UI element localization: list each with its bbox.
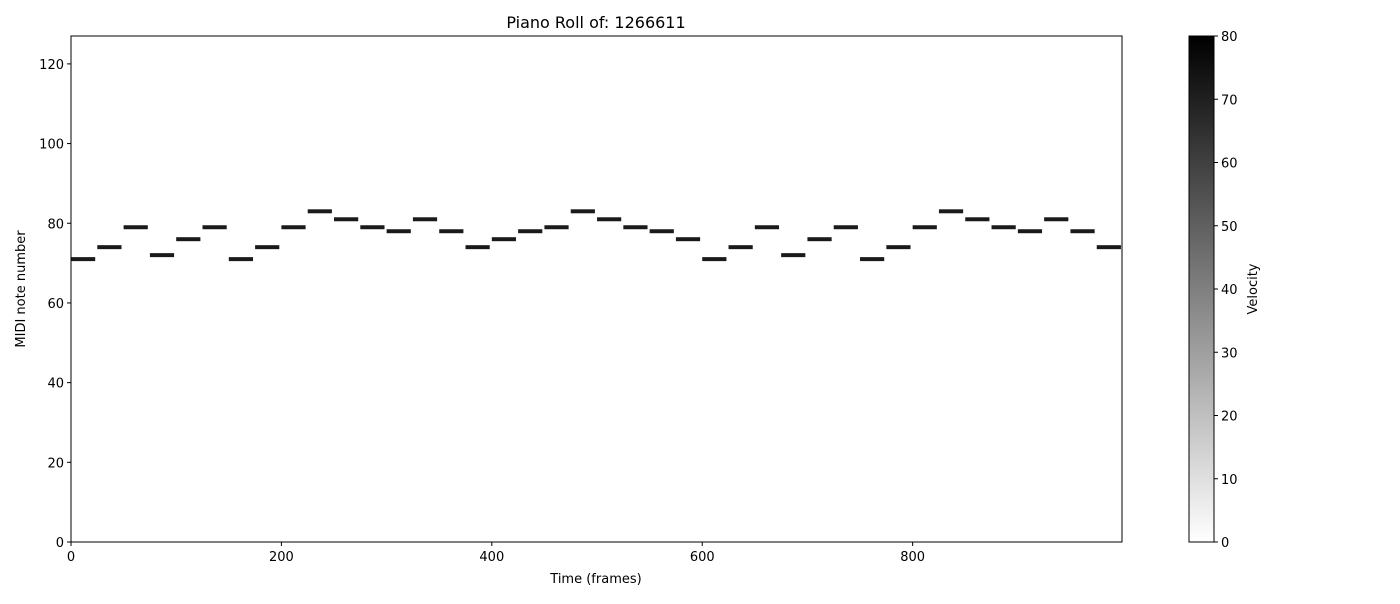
colorbar-ticks: 0 10 20 30 40 50 60 70 80 (1214, 30, 1238, 551)
y-tick-label: 80 (47, 217, 64, 232)
note-bar (623, 225, 648, 230)
note-bar (912, 225, 937, 230)
note-bar (991, 225, 1016, 230)
note-bar (281, 225, 306, 230)
note-bar (807, 237, 832, 242)
colorbar-tick-label: 10 (1221, 473, 1238, 488)
x-tick-label: 600 (690, 550, 715, 565)
note-bar (965, 217, 990, 222)
plot-area (70, 35, 1123, 543)
colorbar: 0 10 20 30 40 50 60 70 80 Velocity (1188, 30, 1261, 551)
note-bar (202, 225, 227, 230)
plot-background (71, 36, 1122, 542)
y-tick-label: 40 (47, 377, 64, 392)
colorbar-tick-label: 80 (1221, 30, 1238, 45)
colorbar-tick-label: 40 (1221, 283, 1238, 298)
note-bar (702, 257, 727, 262)
note-bar (255, 245, 280, 250)
x-tick-label: 400 (479, 550, 504, 565)
note-bar (123, 225, 148, 230)
y-tick-label: 0 (56, 536, 64, 551)
note-bar (728, 245, 753, 250)
colorbar-tick-label: 0 (1221, 536, 1229, 551)
colorbar-tick-label: 50 (1221, 220, 1238, 235)
note-bar (334, 217, 359, 222)
y-axis-label: MIDI note number (14, 230, 29, 348)
note-bar (1096, 245, 1121, 250)
note-bar (518, 229, 543, 234)
note-bar (228, 257, 254, 262)
note-bar (544, 225, 569, 230)
note-bar (71, 257, 96, 262)
notes-layer (71, 209, 1121, 262)
chart-title: Piano Roll of: 1266611 (506, 13, 685, 32)
note-bar (149, 253, 175, 258)
note-bar (439, 229, 464, 234)
note-bar (570, 209, 595, 214)
note-bar (675, 237, 701, 242)
x-axis-label: Time (frames) (549, 572, 641, 587)
y-tick-label: 20 (47, 456, 64, 471)
x-tick-label: 0 (67, 550, 75, 565)
note-bar (833, 225, 858, 230)
colorbar-gradient (1189, 36, 1214, 542)
note-bar (307, 209, 332, 214)
note-bar (781, 253, 806, 258)
note-bar (491, 237, 517, 242)
note-bar (597, 217, 622, 222)
note-bar (386, 229, 411, 234)
note-bar (465, 245, 490, 250)
note-bar (412, 217, 438, 222)
colorbar-tick-label: 70 (1221, 93, 1238, 108)
note-bar (938, 209, 964, 214)
note-bar (886, 245, 911, 250)
x-tick-label: 800 (900, 550, 925, 565)
y-tick-label: 100 (39, 138, 64, 153)
note-bar (754, 225, 780, 230)
colorbar-label: Velocity (1246, 263, 1261, 314)
colorbar-tick-label: 30 (1221, 346, 1238, 361)
y-axis: 0 20 40 60 80 100 120 (39, 58, 71, 551)
note-bar (1017, 229, 1043, 234)
x-tick-label: 200 (269, 550, 294, 565)
y-tick-label: 60 (47, 297, 64, 312)
note-bar (860, 257, 885, 262)
note-bar (1070, 229, 1095, 234)
colorbar-tick-label: 60 (1221, 157, 1238, 172)
x-axis: 0 200 400 600 800 (67, 542, 925, 565)
note-bar (360, 225, 385, 230)
note-bar (649, 229, 674, 234)
plot-frame (70, 35, 1123, 543)
note-bar (1044, 217, 1069, 222)
note-bar (97, 245, 122, 250)
colorbar-tick-label: 20 (1221, 410, 1238, 425)
note-bar (176, 237, 201, 242)
y-tick-label: 120 (39, 58, 64, 73)
